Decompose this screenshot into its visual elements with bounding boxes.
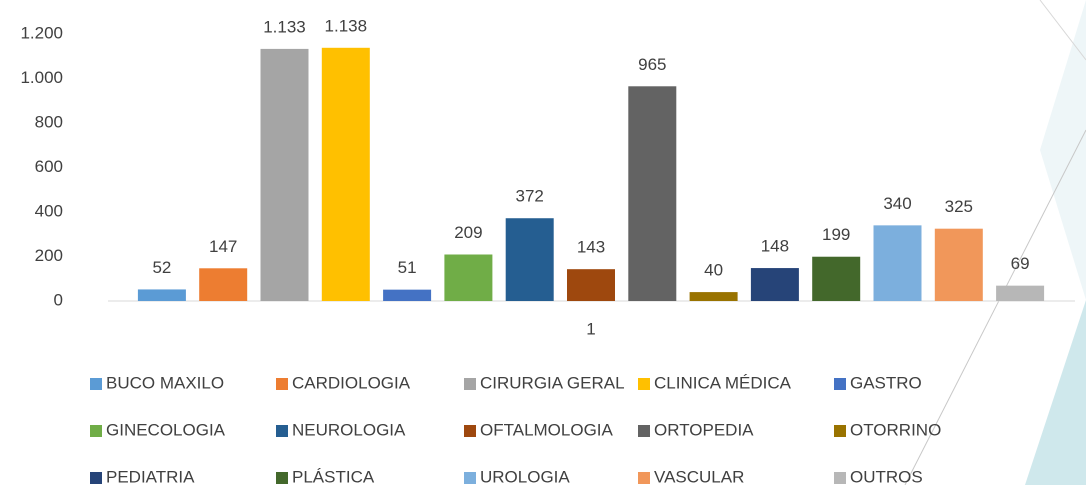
y-tick-label: 800 — [35, 112, 63, 131]
legend-label: NEUROLOGIA — [292, 420, 406, 439]
data-label: 199 — [822, 225, 850, 244]
legend-label: OFTALMOLOGIA — [480, 420, 614, 439]
data-label: 143 — [577, 238, 605, 257]
bar — [383, 289, 432, 301]
x-tick-label: 1 — [586, 319, 595, 338]
data-label: 51 — [398, 258, 417, 277]
legend-swatch — [638, 425, 650, 437]
y-tick-label: 400 — [35, 201, 63, 220]
legend-swatch — [464, 378, 476, 390]
legend-swatch — [90, 425, 102, 437]
legend-swatch — [276, 378, 288, 390]
bar — [628, 86, 677, 301]
y-tick-label: 1.200 — [20, 23, 63, 42]
data-label: 340 — [883, 194, 911, 213]
data-label: 1.133 — [263, 17, 306, 36]
legend-swatch — [276, 425, 288, 437]
decoration — [1040, 0, 1086, 300]
legend-swatch — [834, 472, 846, 484]
legend-label: OTORRINO — [850, 420, 941, 439]
legend-label: GINECOLOGIA — [106, 420, 226, 439]
bar — [873, 225, 922, 301]
legend-label: CIRURGIA GERAL — [480, 373, 625, 392]
data-label: 1.138 — [325, 16, 368, 35]
y-tick-label: 600 — [35, 157, 63, 176]
data-label: 148 — [761, 237, 789, 256]
legend-label: PLÁSTICA — [292, 467, 375, 485]
legend-swatch — [834, 425, 846, 437]
decoration — [1025, 300, 1086, 485]
y-tick-label: 1.000 — [20, 68, 63, 87]
legend-label: OUTROS — [850, 467, 923, 485]
legend-label: GASTRO — [850, 373, 922, 392]
legend-swatch — [276, 472, 288, 484]
bar — [689, 292, 738, 301]
data-label: 325 — [945, 197, 973, 216]
data-label: 69 — [1011, 254, 1030, 273]
legend-swatch — [464, 425, 476, 437]
bar — [996, 285, 1045, 301]
decoration — [904, 129, 1086, 485]
bar — [812, 256, 861, 301]
legend-swatch — [638, 378, 650, 390]
decoration — [1039, 0, 1086, 61]
bar — [321, 47, 370, 301]
legend-swatch — [90, 378, 102, 390]
legend-label: VASCULAR — [654, 467, 744, 485]
legend-label: ORTOPEDIA — [654, 420, 754, 439]
bar — [444, 254, 493, 301]
legend-label: CARDIOLOGIA — [292, 373, 411, 392]
data-label: 147 — [209, 237, 237, 256]
legend-label: BUCO MAXILO — [106, 373, 224, 392]
bar — [505, 218, 554, 301]
data-label: 40 — [704, 261, 723, 280]
bar — [750, 268, 799, 301]
y-tick-label: 200 — [35, 246, 63, 265]
y-tick-label: 0 — [54, 290, 63, 309]
data-label: 965 — [638, 55, 666, 74]
legend-swatch — [464, 472, 476, 484]
bar — [567, 269, 615, 301]
bar — [137, 289, 186, 301]
bar — [260, 48, 309, 301]
bar — [199, 268, 248, 301]
legend-swatch — [638, 472, 650, 484]
data-label: 372 — [516, 187, 544, 206]
data-label: 209 — [454, 223, 482, 242]
legend-swatch — [90, 472, 102, 484]
legend-swatch — [834, 378, 846, 390]
bar — [934, 228, 983, 301]
data-label: 52 — [152, 258, 171, 277]
legend-label: UROLOGIA — [480, 467, 570, 485]
legend-label: CLINICA MÉDICA — [654, 373, 792, 392]
legend-label: PEDIATRIA — [106, 467, 195, 485]
